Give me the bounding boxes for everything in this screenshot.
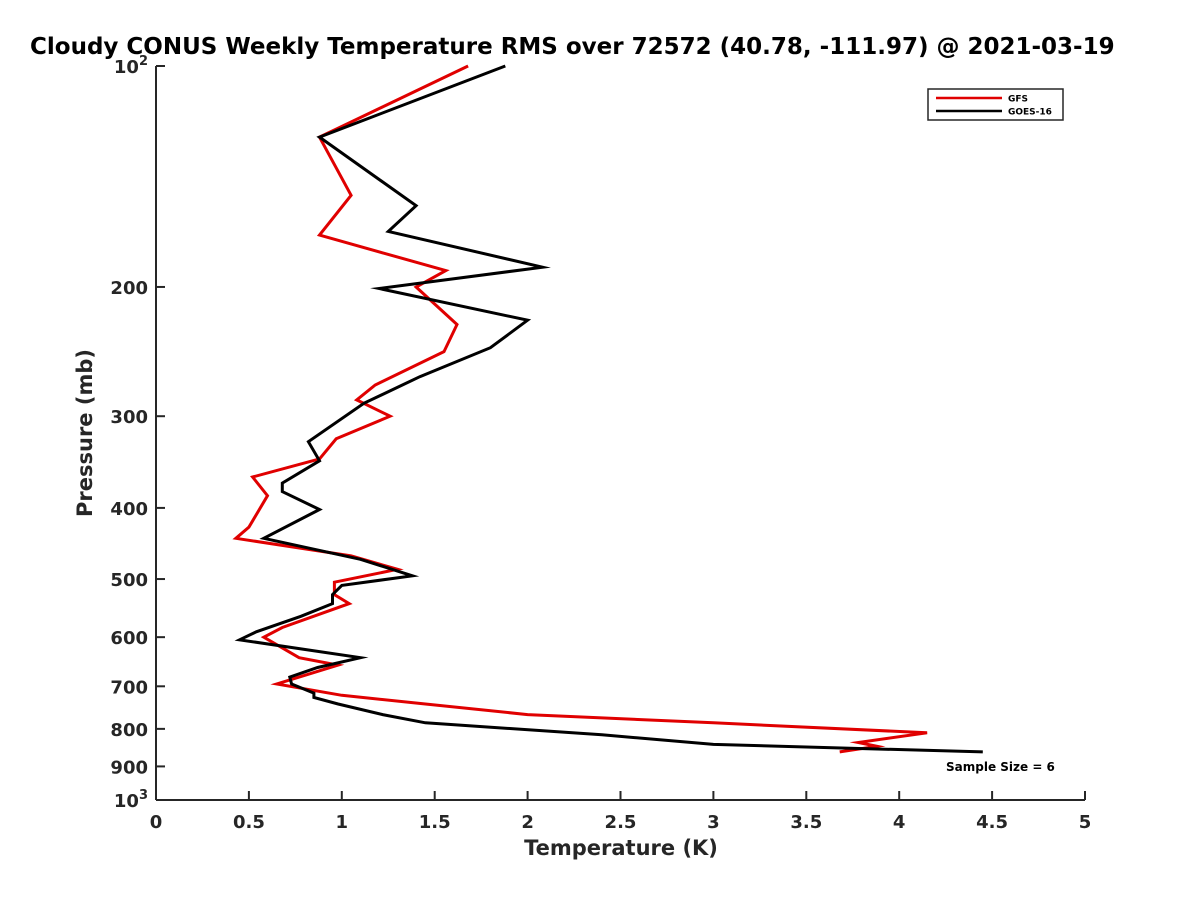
legend-label-gfs: GFS xyxy=(1008,95,1028,105)
plot-area: 0 0.5 1 1.5 2 2.5 3 3.5 4 4.5 5 102 200 300 400 500 600 7… xyxy=(110,54,1091,833)
y-axis-label: Pressure (mb) xyxy=(73,349,97,517)
legend-label-goes-16: GOES-16 xyxy=(1008,108,1052,118)
y-tick-label: 600 xyxy=(110,628,148,649)
x-tick-label: 1 xyxy=(336,812,349,833)
y-tick-label: 700 xyxy=(110,677,148,698)
x-tick-label: 1.5 xyxy=(419,812,451,833)
x-tick-label: 2.5 xyxy=(605,812,637,833)
series-line-goes-16 xyxy=(234,64,983,754)
legend: GFS GOES-16 xyxy=(927,88,1064,121)
y-tick-label: 900 xyxy=(110,757,148,778)
legend-box xyxy=(927,88,1064,121)
x-tick-label: 3 xyxy=(707,812,720,833)
y-tick-label: 400 xyxy=(110,499,148,520)
x-tick-label: 4.5 xyxy=(976,812,1008,833)
y-tick-label: 102 xyxy=(114,54,148,78)
y-tick-label: 200 xyxy=(110,278,148,299)
x-tick-label: 4 xyxy=(893,812,906,833)
x-axis-label: Temperature (K) xyxy=(524,836,718,860)
x-tick-label: 2 xyxy=(521,812,534,833)
chart-title: Cloudy CONUS Weekly Temperature RMS over… xyxy=(30,34,1115,60)
x-tick-label: 3.5 xyxy=(790,812,822,833)
sample-size-annotation: Sample Size = 6 xyxy=(946,760,1055,774)
y-tick-label: 103 xyxy=(114,788,148,812)
y-tick-label: 800 xyxy=(110,720,148,741)
y-tick-label: 500 xyxy=(110,570,148,591)
x-tick-label: 0 xyxy=(150,812,163,833)
series-line-gfs xyxy=(232,64,928,754)
y-tick-label: 300 xyxy=(110,407,148,428)
x-tick-label: 5 xyxy=(1079,812,1092,833)
x-tick-label: 0.5 xyxy=(233,812,265,833)
